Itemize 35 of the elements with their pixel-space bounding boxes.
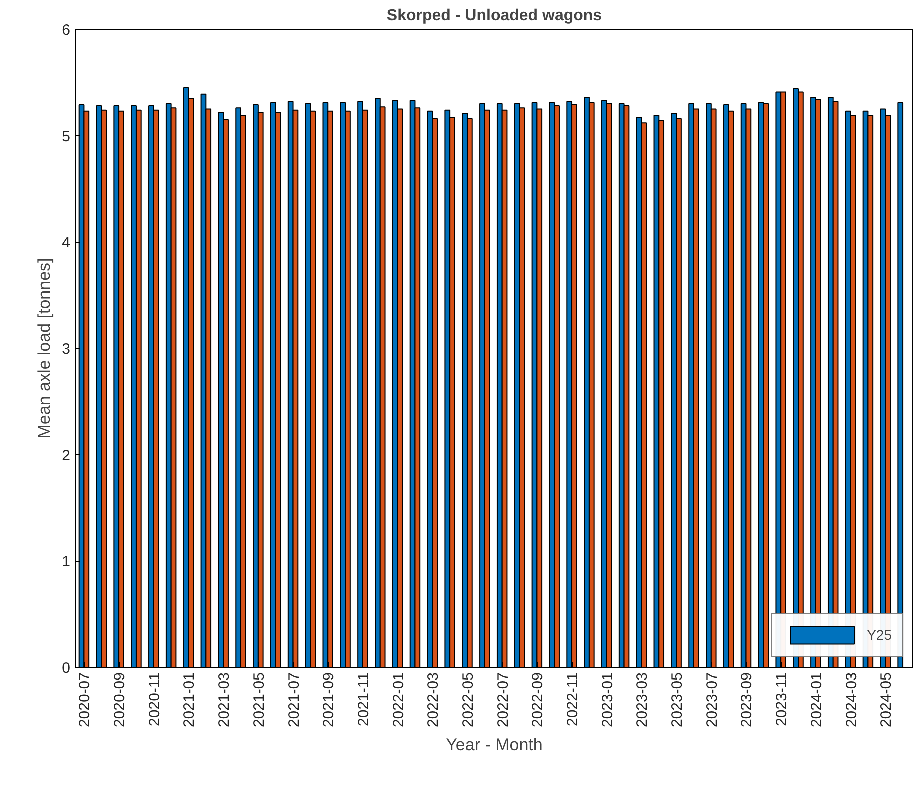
x-tick-label: 2021-05 [250,672,268,728]
x-tick-label: 2023-03 [634,672,652,728]
x-tick-label: 2022-01 [390,672,408,728]
x-tick-label: 2022-05 [460,672,477,728]
x-tick-label: 2021-03 [216,672,234,728]
x-tick-label: 2020-11 [146,672,164,726]
x-tick-label: 2020-09 [112,672,129,728]
y-tick-label: 5 [62,128,70,146]
x-tick-label: 2021-09 [320,672,338,728]
x-tick-label: 2023-07 [704,672,721,728]
chart-title: Skorped - Unloaded wagons [386,8,602,24]
y-tick-label: 0 [62,660,70,677]
x-tick-label: 2022-07 [494,672,512,728]
x-tick-label: 2021-07 [286,672,303,728]
x-tick-label: 2022-03 [425,672,442,728]
x-tick-label: 2023-11 [774,672,791,726]
y-tick-label: 6 [62,22,70,39]
legend-label: Y25 [867,627,892,643]
x-axis-title: Year - Month [446,736,543,755]
y-tick-label: 4 [62,234,70,252]
x-tick-label: 2024-05 [878,672,896,728]
x-tick-label: 2024-03 [843,672,860,728]
x-tick-label: 2021-01 [181,672,198,728]
x-tick-label: 2024-01 [808,672,826,728]
x-tick-label: 2020-07 [76,672,94,728]
x-tick-label: 2023-05 [669,672,686,728]
x-tick-label: 2023-01 [599,672,616,728]
x-tick-label: 2023-09 [738,672,756,728]
x-tick-label: 2022-09 [530,672,547,728]
x-tick-label: 2021-11 [355,672,372,726]
y-tick-label: 1 [62,554,70,571]
y-tick-label: 3 [62,341,70,358]
y-axis-title: Mean axle load [tonnes] [35,258,54,439]
y-tick-label: 2 [62,447,70,464]
x-tick-label: 2022-11 [564,672,582,726]
